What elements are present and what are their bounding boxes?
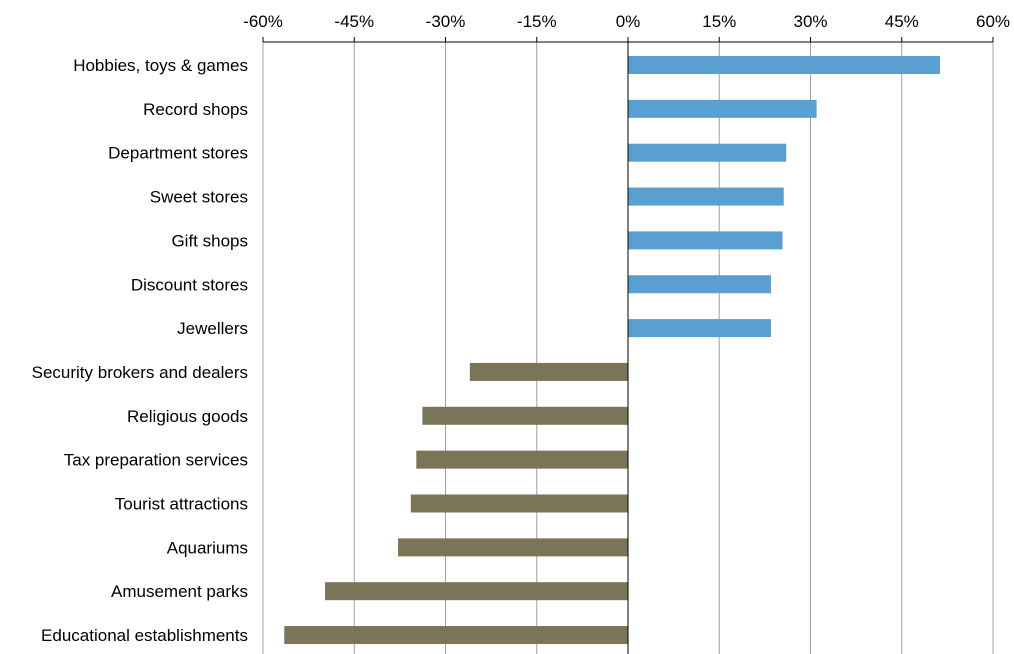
category-label: Gift shops	[171, 231, 248, 250]
bar	[628, 275, 771, 294]
bar	[628, 319, 771, 338]
x-tick-label: 0%	[616, 12, 641, 31]
category-label: Tourist attractions	[115, 495, 248, 514]
x-tick-label: 45%	[885, 12, 919, 31]
category-label: Security brokers and dealers	[32, 363, 248, 382]
bars	[284, 56, 941, 645]
bar	[628, 187, 784, 206]
axes	[262, 37, 994, 654]
category-label: Jewellers	[177, 319, 248, 338]
category-label: Amusement parks	[111, 582, 248, 601]
bar	[628, 99, 817, 118]
category-label: Educational establishments	[41, 626, 248, 645]
bar	[416, 450, 628, 469]
x-tick-label: -30%	[426, 12, 466, 31]
bar	[628, 56, 941, 74]
x-tick-label: -15%	[517, 12, 557, 31]
x-tick-label: 60%	[976, 12, 1010, 31]
bar	[628, 143, 787, 162]
category-label: Aquariums	[167, 538, 248, 557]
bar	[469, 362, 628, 381]
category-label: Record shops	[143, 100, 248, 119]
category-label: Discount stores	[131, 275, 248, 294]
bar	[628, 231, 783, 250]
x-tick-label: 15%	[702, 12, 736, 31]
category-label: Tax preparation services	[64, 451, 248, 470]
category-labels: Hobbies, toys & games Record shops Departm…	[32, 56, 248, 645]
category-label: Department stores	[108, 144, 248, 163]
category-label: Religious goods	[127, 407, 248, 426]
bar	[398, 538, 628, 557]
x-tick-label: 30%	[793, 12, 827, 31]
x-tick-label: -60%	[243, 12, 283, 31]
bar	[410, 494, 628, 513]
bar	[325, 582, 628, 601]
x-tick-label: -45%	[334, 12, 374, 31]
category-label: Sweet stores	[150, 188, 248, 207]
x-tick-labels: -60% -45% -30% -15% 0% 15% 30% 45% 60%	[243, 12, 1010, 31]
bar	[284, 626, 628, 645]
category-label: Hobbies, toys & games	[73, 56, 248, 75]
bar	[422, 406, 628, 425]
